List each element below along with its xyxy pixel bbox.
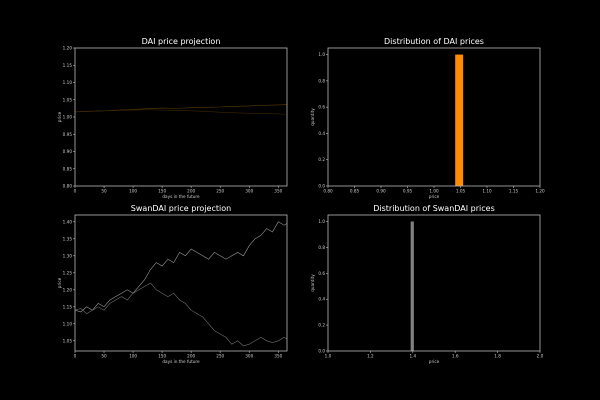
y-tick-label: 0.85: [63, 166, 73, 171]
y-tick-label: 1.30: [63, 253, 73, 258]
y-axis-label: price: [57, 277, 62, 288]
y-tick-label: 1.10: [63, 80, 73, 85]
chart-title: SwanDAI price projection: [131, 204, 231, 213]
x-tick-label: 1.8: [494, 354, 501, 359]
y-tick-label: 0.2: [318, 157, 325, 162]
x-tick-label: 0.95: [403, 189, 413, 194]
y-tick-label: 0.8: [318, 245, 325, 250]
x-tick-label: 350: [274, 189, 282, 194]
y-tick-label: 0.80: [63, 184, 73, 189]
x-tick-label: 200: [187, 354, 195, 359]
y-tick-label: 0.2: [318, 323, 325, 328]
chart-1: DAI price projection 0 50 100 150 200 250 300 35…: [57, 37, 288, 199]
axes-frame: [327, 214, 541, 352]
x-tick-label: 300: [245, 354, 253, 359]
chart-2: Distribution of DAI prices 0.80 0.85 0.90 0.…: [310, 37, 545, 199]
y-tick-label: 1.05: [63, 97, 73, 102]
y-tick-label: 1.00: [63, 115, 73, 120]
x-axis-label: days in the future: [162, 194, 200, 199]
histogram-bar-1: [455, 54, 464, 187]
charts: DAI price projection 0 50 100 150 200 250 300 35…: [57, 37, 545, 364]
x-tick-label: 150: [158, 189, 166, 194]
y-tick-label: 0.0: [318, 349, 325, 354]
x-tick-label: 1.00: [429, 189, 439, 194]
series-line-1: [74, 221, 288, 313]
x-tick-label: 1.05: [456, 189, 466, 194]
x-tick-label: 250: [216, 354, 224, 359]
chart-title: DAI price projection: [142, 37, 221, 46]
x-tick-label: 350: [274, 354, 282, 359]
x-tick-label: 150: [158, 354, 166, 359]
x-tick-label: 250: [216, 189, 224, 194]
x-tick-label: 0.80: [323, 189, 333, 194]
x-tick-label: 2.0: [537, 354, 544, 359]
y-axis-label: quantity: [310, 108, 315, 126]
x-tick-label: 1.0: [325, 354, 332, 359]
x-tick-label: 100: [129, 354, 137, 359]
y-tick-label: 0.8: [318, 78, 325, 83]
y-tick-label: 1.15: [63, 63, 73, 68]
x-tick-label: 1.10: [482, 189, 492, 194]
x-tick-label: 50: [101, 189, 107, 194]
chart-title: Distribution of SwanDAI prices: [373, 204, 495, 213]
x-tick-label: 0: [74, 189, 77, 194]
histogram-bar-1: [410, 221, 414, 351]
x-tick-label: 1.6: [452, 354, 459, 359]
y-tick-label: 1.15: [63, 304, 73, 309]
x-tick-label: 100: [129, 189, 137, 194]
x-tick-label: 300: [245, 189, 253, 194]
y-axis-label: price: [57, 111, 62, 122]
series-line-2: [74, 109, 288, 115]
x-tick-label: 1.2: [367, 354, 374, 359]
x-axis-label: price: [429, 194, 440, 199]
chart-4: Distribution of SwanDAI prices 1.0 1.2 1.4 1…: [310, 204, 544, 364]
y-tick-label: 0.95: [63, 132, 73, 137]
x-tick-label: 50: [101, 354, 107, 359]
series-line-2: [74, 282, 288, 347]
y-tick-label: 1.20: [63, 287, 73, 292]
x-tick-label: 1.15: [509, 189, 519, 194]
y-tick-label: 0.4: [318, 297, 325, 302]
y-tick-label: 1.0: [318, 52, 325, 57]
x-tick-label: 200: [187, 189, 195, 194]
y-tick-label: 0.6: [318, 271, 325, 276]
x-tick-label: 0: [74, 354, 77, 359]
y-axis-label: quantity: [310, 274, 315, 292]
y-tick-label: 1.40: [63, 219, 73, 224]
chart-3: SwanDAI price projection 0 50 100 150 200 250 3…: [57, 204, 288, 364]
y-tick-label: 1.0: [318, 219, 325, 224]
x-tick-label: 0.85: [350, 189, 360, 194]
x-tick-label: 1.4: [409, 354, 416, 359]
y-tick-label: 0.0: [318, 184, 325, 189]
x-tick-label: 0.90: [376, 189, 386, 194]
axes-frame: [74, 214, 288, 352]
chart-title: Distribution of DAI prices: [384, 37, 484, 46]
y-tick-label: 1.35: [63, 236, 73, 241]
y-tick-label: 0.90: [63, 149, 73, 154]
y-tick-label: 1.10: [63, 321, 73, 326]
x-axis-label: price: [429, 359, 440, 364]
y-tick-label: 1.25: [63, 270, 73, 275]
x-tick-label: 1.20: [535, 189, 545, 194]
y-tick-label: 1.05: [63, 338, 73, 343]
y-tick-label: 0.4: [318, 131, 325, 136]
y-tick-label: 0.6: [318, 105, 325, 110]
x-axis-label: days in the future: [162, 359, 200, 364]
y-tick-label: 1.20: [63, 46, 73, 51]
